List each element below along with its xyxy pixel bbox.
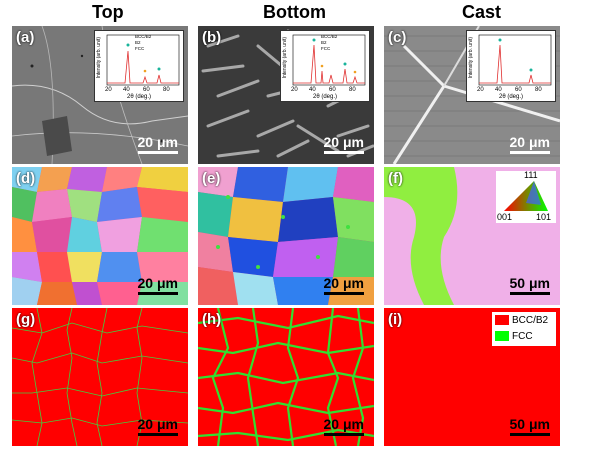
xrd-tick: 80 xyxy=(535,87,542,93)
ipf-triangle xyxy=(504,181,548,211)
xrd-inset: Intensity (arb. unit) 20 40 60 80 2θ (de… xyxy=(466,30,556,102)
xrd-xlabel: 2θ (deg.) xyxy=(313,94,338,100)
scale-bar: 20 μm xyxy=(323,134,364,154)
column-title-bottom: Bottom xyxy=(263,2,326,22)
panel-label: (b) xyxy=(202,29,222,46)
xrd-tick: 20 xyxy=(105,87,112,93)
scale-bar: 20 μm xyxy=(323,275,364,295)
panel-label: (d) xyxy=(16,170,36,187)
panel-a-sem-top: (a) Intensity (arb. unit) BCC/B2 B2 FCC … xyxy=(12,26,188,164)
xrd-tick: 20 xyxy=(291,87,298,93)
ipf-map-top xyxy=(12,167,188,305)
xrd-xlabel: 2θ (deg.) xyxy=(499,94,524,100)
panel-label: (f) xyxy=(388,170,403,187)
scale-bar: 20 μm xyxy=(137,416,178,436)
phase-legend-fcc: FCC xyxy=(492,328,556,344)
column-title-cast: Cast xyxy=(462,2,502,22)
bcc-swatch xyxy=(495,315,509,325)
ipf-label-001: 001 xyxy=(497,212,513,222)
scale-bar: 50 μm xyxy=(509,416,550,436)
panel-label: (c) xyxy=(388,29,407,46)
xrd-tick: 60 xyxy=(143,87,150,93)
bcc-label: BCC/B2 xyxy=(512,314,549,326)
ipf-label-111: 111 xyxy=(524,170,538,180)
panel-f-ipf-cast: (f) 111 001 101 50 μm xyxy=(384,167,560,305)
scale-bar: 20 μm xyxy=(137,275,178,295)
phase-legend-bcc: BCC/B2 xyxy=(492,312,556,328)
panel-i-phase-cast: (i) BCC/B2 FCC 50 μm xyxy=(384,308,560,446)
scale-bar: 50 μm xyxy=(509,275,550,295)
xrd-tick: 40 xyxy=(309,87,316,93)
xrd-legend: BCC/B2 B2 FCC xyxy=(135,34,151,52)
xrd-tick: 60 xyxy=(329,87,336,93)
xrd-legend: BCC/B2 B2 FCC xyxy=(321,34,337,52)
xrd-pattern xyxy=(478,34,552,86)
panel-c-sem-cast: (c) Intensity (arb. unit) 20 40 60 80 2θ… xyxy=(384,26,560,164)
xrd-inset: Intensity (arb. unit) BCC/B2 B2 FCC 20 4… xyxy=(94,30,184,102)
fcc-label: FCC xyxy=(512,330,533,342)
ipf-map-bottom xyxy=(198,167,374,305)
panel-d-ipf-top: (d) 20 μm xyxy=(12,167,188,305)
legend-bcc: BCC/B2 xyxy=(135,34,152,39)
ipf-color-key: 111 001 101 xyxy=(496,170,556,223)
xrd-ylabel: Intensity (arb. unit) xyxy=(96,37,102,79)
fcc-swatch xyxy=(495,331,509,341)
xrd-tick: 20 xyxy=(477,87,484,93)
scale-bar: 20 μm xyxy=(323,416,364,436)
scale-bar: 20 μm xyxy=(509,134,550,154)
xrd-tick: 60 xyxy=(515,87,522,93)
xrd-pattern xyxy=(106,34,180,86)
phase-map-top xyxy=(12,308,188,446)
xrd-tick: 40 xyxy=(495,87,502,93)
xrd-pattern xyxy=(292,34,366,86)
legend-fcc: FCC xyxy=(135,46,145,51)
ipf-label-101: 101 xyxy=(536,212,552,222)
panel-b-sem-bottom: (b) Intensity (arb. unit) BCC/B2 B2 FCC … xyxy=(198,26,374,164)
panel-label: (i) xyxy=(388,311,403,328)
xrd-inset: Intensity (arb. unit) BCC/B2 B2 FCC 20 4… xyxy=(280,30,370,102)
xrd-ylabel: Intensity (arb. unit) xyxy=(282,37,288,79)
panel-e-ipf-bottom: (e) 20 μm xyxy=(198,167,374,305)
xrd-xlabel: 2θ (deg.) xyxy=(127,94,152,100)
legend-fcc: FCC xyxy=(321,46,331,51)
legend-bcc: BCC/B2 xyxy=(321,34,338,39)
xrd-ylabel: Intensity (arb. unit) xyxy=(468,37,474,79)
panel-label: (g) xyxy=(16,311,36,328)
xrd-tick: 40 xyxy=(123,87,130,93)
scale-bar: 20 μm xyxy=(137,134,178,154)
phase-legend: BCC/B2 FCC xyxy=(492,312,556,346)
phase-map-bottom xyxy=(198,308,374,446)
column-title-top: Top xyxy=(92,2,124,22)
panel-label: (h) xyxy=(202,311,222,328)
legend-b2: B2 xyxy=(321,40,327,45)
panel-label: (a) xyxy=(16,29,35,46)
ipf-map-cast xyxy=(384,167,560,305)
xrd-tick: 80 xyxy=(349,87,356,93)
panel-g-phase-top: (g) 20 μm xyxy=(12,308,188,446)
panel-label: (e) xyxy=(202,170,221,187)
xrd-tick: 80 xyxy=(163,87,170,93)
panel-h-phase-bottom: (h) 20 μm xyxy=(198,308,374,446)
legend-b2: B2 xyxy=(135,40,141,45)
